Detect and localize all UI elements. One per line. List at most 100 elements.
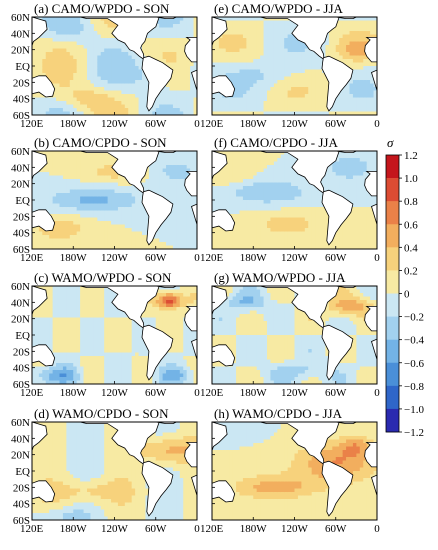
map-panel: (h) WAMO/CPDO - JJA 120E 180W 120W 60W 0	[200, 406, 380, 535]
land-mass	[80, 286, 160, 330]
land-mass	[212, 344, 236, 367]
lon-tick-label: 0	[194, 252, 200, 264]
lat-tick-label: 60S	[13, 244, 30, 256]
land-mass	[364, 37, 377, 63]
lon-tick-label: 180W	[240, 252, 268, 264]
lon-tick-label: 180W	[60, 118, 88, 130]
land-mass	[260, 422, 340, 466]
colorbar-tick-label: −0.6	[404, 358, 424, 370]
colorbar-tick-label: 0	[404, 289, 410, 301]
anomaly-field	[32, 17, 197, 115]
land-mass	[371, 474, 377, 496]
colorbar-swatch	[386, 201, 399, 225]
colorbar-swatch	[386, 316, 399, 340]
lat-tick-label: 20N	[11, 179, 30, 191]
map-panel: (e) CAMO/WPDO - JJA 120E 180W 120W 60W 0	[200, 1, 380, 130]
panel-title: (c) WAMO/WPDO - SON	[34, 270, 172, 285]
panel-title: (g) WAMO/WPDO - JJA	[214, 270, 346, 285]
colorbar-swatch	[386, 339, 399, 364]
lon-tick-label: 120W	[281, 523, 309, 535]
land-mass	[32, 422, 48, 451]
lon-tick-label: 120E	[200, 523, 224, 535]
lon-tick-label: 60W	[325, 252, 347, 264]
lat-tick-label: 20S	[13, 77, 30, 89]
land-mass	[191, 338, 197, 360]
land-mass	[32, 286, 48, 315]
land-mass	[191, 69, 197, 91]
map-panel: (g) WAMO/WPDO - JJA 120E 180W 120W 60W 0	[200, 270, 380, 399]
colorbar-swatch	[386, 178, 399, 202]
lon-tick-label: 120W	[101, 387, 129, 399]
lon-tick-label: 120E	[200, 387, 224, 399]
colorbar-tick-label: −1.2	[404, 427, 424, 439]
lon-tick-label: 180W	[240, 523, 268, 535]
land-mass	[364, 441, 377, 468]
lon-tick-label: 120E	[20, 523, 44, 535]
land-mass	[32, 151, 48, 180]
colorbar-swatch	[386, 155, 399, 179]
lat-tick-label: 40N	[11, 297, 30, 309]
lat-tick-label: 20S	[13, 211, 30, 223]
lat-tick-label: EQ	[15, 466, 30, 478]
lat-tick-label: 60N	[11, 12, 30, 24]
lon-tick-label: 0	[374, 252, 380, 264]
map-panel: (c) WAMO/WPDO - SON60N40N20NEQ20S40S60S1…	[11, 270, 200, 399]
land-mass	[80, 17, 160, 61]
lon-tick-label: 120E	[20, 387, 44, 399]
land-mass	[184, 37, 197, 63]
land-mass	[212, 480, 236, 503]
anomaly-field	[32, 151, 197, 249]
land-mass	[32, 75, 56, 98]
lat-tick-label: 60N	[11, 146, 30, 158]
lat-tick-label: EQ	[15, 330, 30, 342]
anomaly-field	[212, 422, 377, 520]
lon-tick-label: 0	[374, 118, 380, 130]
lat-tick-label: 60S	[13, 515, 30, 527]
colorbar-tick-label: 0.4	[404, 242, 418, 254]
lon-tick-label: 120W	[281, 387, 309, 399]
land-mass	[364, 170, 377, 197]
colorbar-tick-label: 1.2	[404, 150, 418, 162]
colorbar-tick-label: 0.6	[404, 219, 418, 231]
lon-tick-label: 60W	[145, 252, 167, 264]
land-mass	[321, 460, 354, 517]
colorbar-tick-label: −0.8	[404, 381, 424, 393]
land-mass	[80, 422, 160, 466]
lat-tick-label: 60S	[13, 110, 30, 122]
colorbar-swatch	[386, 408, 399, 433]
colorbar-tick-label: 0.8	[404, 196, 418, 208]
lon-tick-label: 60W	[325, 523, 347, 535]
colorbar-tick-label: 1.0	[404, 173, 418, 185]
land-mass	[212, 151, 228, 180]
map-panel: (a) CAMO/WPDO - SON60N40N20NEQ20S40S60S1…	[11, 1, 200, 130]
lat-tick-label: 60N	[11, 417, 30, 429]
land-mass	[80, 151, 160, 195]
lat-tick-label: 40N	[11, 433, 30, 445]
colorbar: σ 1.2 1.0 0.8 0.6 0.4 0.2 0 −0.2 −0.4 −0.6 −0.8 −1.0…	[385, 135, 424, 439]
lat-tick-label: 40N	[11, 162, 30, 174]
lat-tick-label: 20N	[11, 314, 30, 326]
lon-tick-label: 60W	[145, 387, 167, 399]
colorbar-swatch	[386, 224, 399, 248]
land-mass	[212, 209, 236, 232]
lon-tick-label: 180W	[240, 387, 268, 399]
lon-tick-label: 120W	[281, 118, 309, 130]
land-mass	[212, 286, 228, 315]
lon-tick-label: 60W	[325, 387, 347, 399]
land-mass	[321, 55, 354, 112]
lat-tick-label: 20S	[13, 346, 30, 358]
panel-title: (b) CAMO/CPDO - SON	[34, 135, 167, 150]
panel-title: (e) CAMO/WPDO - JJA	[214, 1, 344, 16]
panel-title: (f) CAMO/CPDO - JJA	[214, 135, 338, 150]
lat-tick-label: 60N	[11, 281, 30, 293]
map-panel: (f) CAMO/CPDO - JJA 120E 180W 120W 60W 0	[200, 135, 380, 264]
anomaly-field	[32, 286, 197, 384]
lon-tick-label: 60W	[325, 118, 347, 130]
land-mass	[141, 324, 174, 381]
lat-tick-label: 40S	[13, 499, 30, 511]
lon-tick-label: 0	[194, 387, 200, 399]
land-mass	[321, 324, 354, 381]
land-mass	[141, 460, 174, 517]
lat-tick-label: 60S	[13, 379, 30, 391]
lon-tick-label: 120E	[20, 118, 44, 130]
